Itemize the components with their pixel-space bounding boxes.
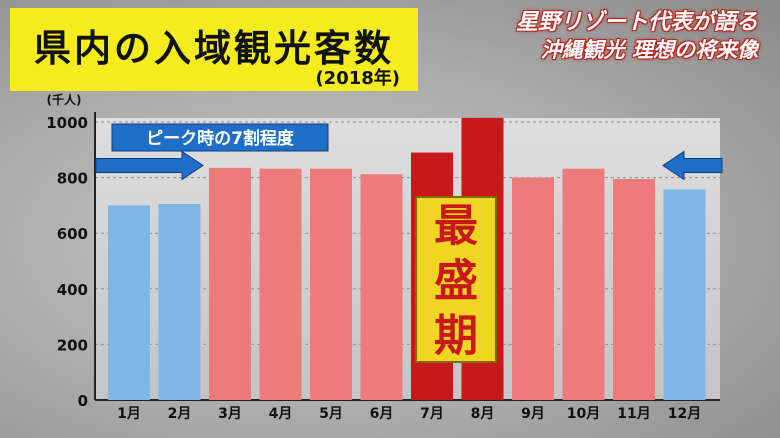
bar-4 xyxy=(259,168,302,400)
bar-1 xyxy=(108,205,150,400)
x-tick-label: 6月 xyxy=(370,406,394,422)
y-tick-label: 0 xyxy=(78,392,88,410)
caption-line-2: 沖縄観光 理想の将来像 xyxy=(540,37,758,62)
bar-12 xyxy=(663,189,706,400)
x-tick-label: 2月 xyxy=(168,406,192,422)
callout-label: ピーク時の7割程度 xyxy=(146,128,295,149)
bar-11 xyxy=(613,178,655,400)
x-tick-label: 4月 xyxy=(269,406,293,422)
arrow-left-icon xyxy=(662,150,723,181)
x-tick-label: 3月 xyxy=(218,406,242,422)
program-caption: 星野リゾート代表が語る 沖縄観光 理想の将来像 xyxy=(516,8,758,64)
peak-label-char: 期 xyxy=(434,311,478,362)
peak-label-char: 最 xyxy=(434,201,478,252)
y-tick-label: 400 xyxy=(57,281,88,299)
x-tick-label: 8月 xyxy=(471,406,495,422)
x-tick-label: 12月 xyxy=(668,406,701,422)
bar-9 xyxy=(512,177,554,400)
y-unit-label: (千人) xyxy=(47,92,82,107)
x-tick-label: 7月 xyxy=(420,406,444,422)
bar-10 xyxy=(562,168,605,400)
bar-2 xyxy=(158,204,201,400)
y-tick-label: 800 xyxy=(57,170,88,188)
bar-5 xyxy=(310,168,352,400)
peak-label-char: 盛 xyxy=(434,256,478,307)
bar-3 xyxy=(209,167,251,400)
x-tick-label: 9月 xyxy=(521,406,545,422)
x-tick-label: 10月 xyxy=(567,406,600,422)
caption-line-1: 星野リゾート代表が語る xyxy=(515,9,758,35)
callout-box xyxy=(111,123,329,152)
peak-label-box xyxy=(415,196,497,363)
chart-subtitle-year: (2018年) xyxy=(315,68,400,89)
arrow-right-icon xyxy=(95,150,204,181)
y-tick-label: 600 xyxy=(57,225,88,243)
x-tick-label: 11月 xyxy=(617,406,650,422)
chart-title: 県内の入域観光客数 xyxy=(34,27,394,70)
bar-6 xyxy=(360,174,403,400)
y-tick-label: 1000 xyxy=(46,114,88,132)
x-tick-label: 1月 xyxy=(117,406,141,422)
title-box: 県内の入域観光客数 (2018年) xyxy=(10,8,418,91)
y-tick-label: 200 xyxy=(57,336,88,354)
x-tick-label: 5月 xyxy=(319,406,343,422)
